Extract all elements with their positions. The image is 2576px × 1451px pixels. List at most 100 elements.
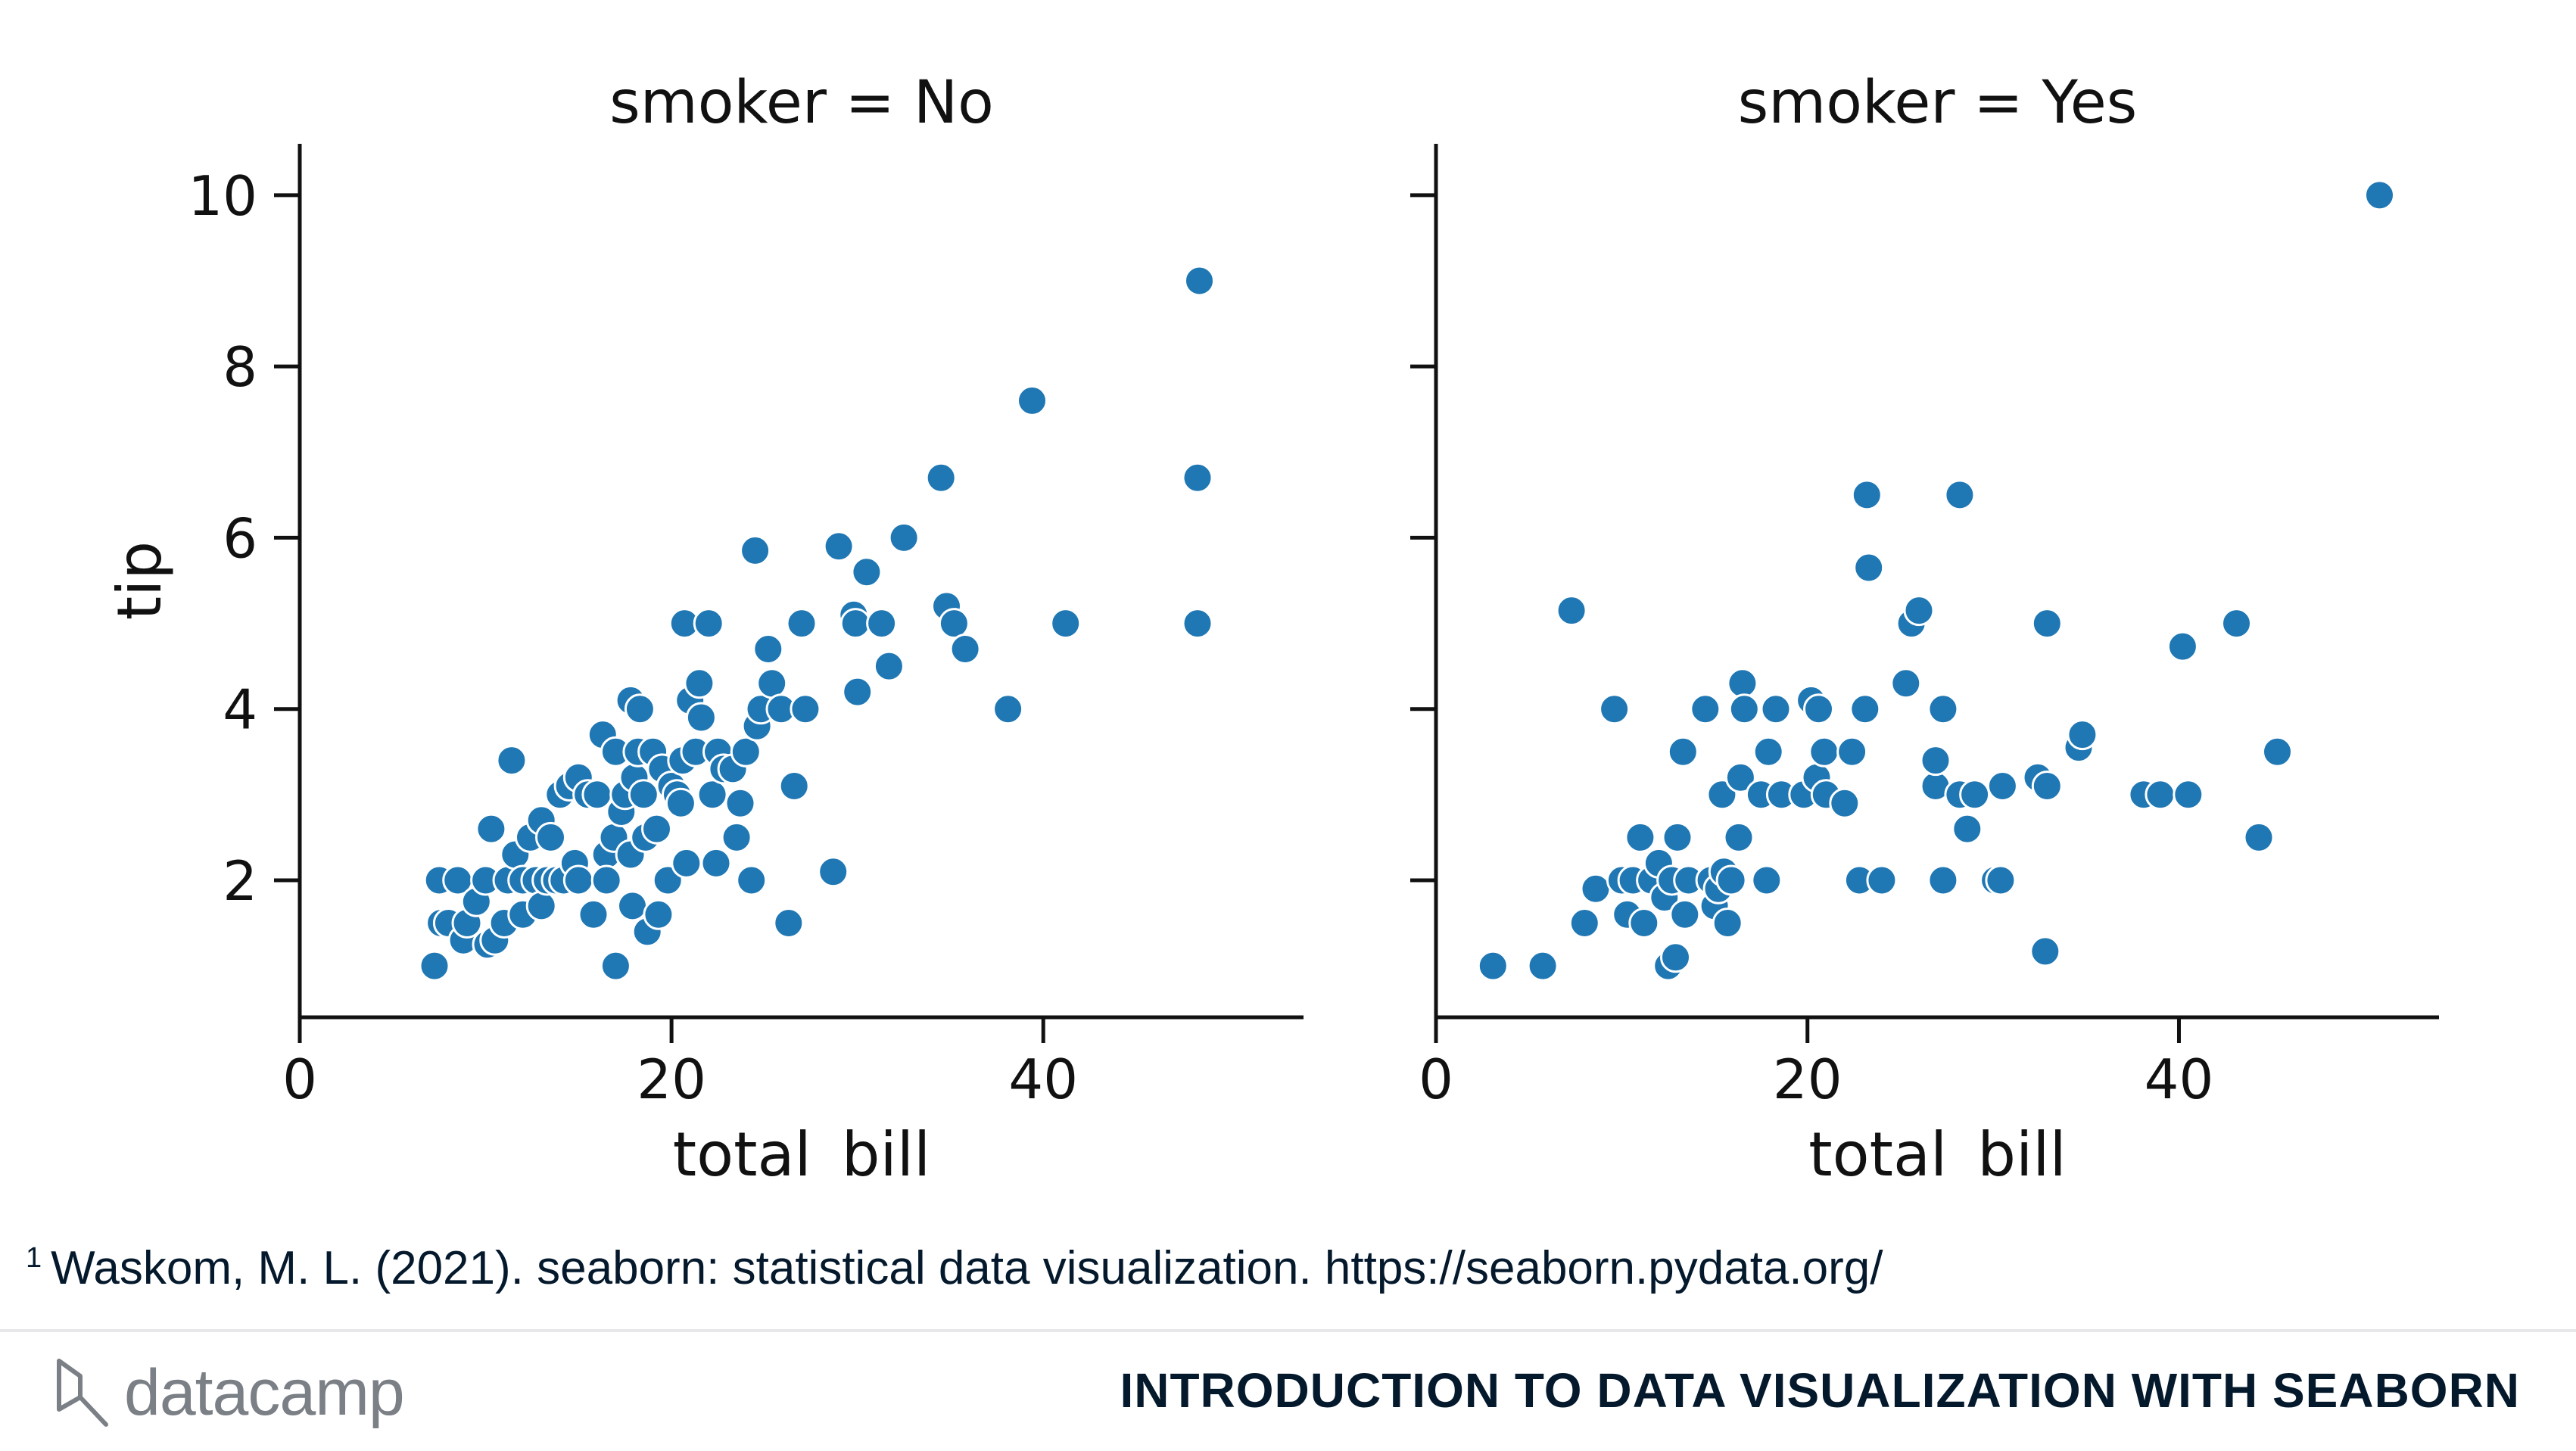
data-point (823, 531, 855, 562)
y-tick-label: 4 (223, 678, 257, 742)
data-point (600, 950, 631, 982)
data-point (2029, 936, 2061, 967)
data-point (696, 779, 728, 811)
data-point (888, 522, 920, 553)
x-axis-label: total_bill (1808, 1119, 2066, 1181)
data-point (1985, 864, 2017, 896)
data-point (842, 676, 874, 708)
data-point (2221, 608, 2252, 640)
data-point (736, 864, 768, 896)
data-point (1477, 950, 1509, 982)
data-point (1849, 693, 1881, 725)
data-point (2173, 779, 2204, 811)
data-point (786, 608, 818, 640)
data-point (562, 864, 594, 896)
data-point (643, 898, 674, 930)
data-point (740, 534, 771, 566)
data-point (1944, 479, 1976, 511)
datacamp-logo-icon (57, 1359, 108, 1427)
footnote-marker: 1 (26, 1242, 42, 1274)
data-point (1628, 908, 1660, 939)
data-point (475, 813, 507, 845)
y-tick-label: 2 (223, 849, 257, 913)
data-point (1624, 821, 1656, 853)
data-point (628, 779, 659, 811)
x-tick-label: 0 (1419, 1048, 1453, 1111)
data-point (2031, 771, 2063, 802)
data-point (1751, 864, 1783, 896)
data-point (1599, 693, 1631, 725)
panel-smoker-no: smoker = No 0 20 40 2 4 6 8 10 total_bill tip (104, 69, 1304, 1181)
data-point (1667, 736, 1699, 768)
x-tick-label: 20 (1773, 1048, 1842, 1111)
panel-smoker-yes: smoker = Yes 0 20 40 total_bill (1410, 69, 2439, 1181)
data-point (730, 736, 762, 768)
data-point (818, 856, 849, 888)
data-point (1959, 779, 1991, 811)
data-point (1723, 821, 1755, 853)
data-point (1712, 908, 1743, 939)
course-title: INTRODUCTION TO DATA VISUALIZATION WITH … (1120, 1363, 2520, 1418)
data-point (2067, 719, 2098, 751)
data-point (1951, 813, 1983, 845)
data-point (2166, 631, 2198, 662)
datacamp-logo[interactable]: datacamp (53, 1355, 405, 1431)
y-tick-label: 8 (223, 335, 257, 399)
logo-text: datacamp (124, 1356, 405, 1429)
data-point (1580, 873, 1612, 905)
data-point (2364, 179, 2395, 211)
panel-title: smoker = No (609, 69, 994, 137)
data-point (685, 702, 717, 733)
data-point (866, 608, 898, 640)
data-point (773, 908, 805, 939)
data-point (2145, 779, 2176, 811)
data-point (1184, 265, 1215, 297)
data-point (578, 898, 609, 930)
data-point (1836, 736, 1868, 768)
data-point (1760, 693, 1792, 725)
data-point (925, 462, 957, 494)
data-point (700, 847, 732, 879)
data-point (590, 864, 622, 896)
data-point (1017, 385, 1048, 416)
x-axis-label: total_bill (673, 1119, 930, 1181)
data-point (851, 556, 883, 588)
data-point (2262, 736, 2293, 768)
y-tick-label: 6 (223, 506, 257, 570)
data-point (756, 668, 788, 699)
data-point (1690, 693, 1721, 725)
x-tick-label: 20 (637, 1048, 706, 1111)
data-point (724, 787, 756, 819)
data-point (617, 890, 648, 922)
footer-divider (0, 1329, 2576, 1332)
data-point (1890, 668, 1922, 699)
data-point (778, 771, 810, 802)
data-point (1527, 950, 1559, 982)
data-point (535, 821, 566, 853)
data-point (790, 693, 821, 725)
data-point (641, 813, 672, 845)
data-point (1660, 942, 1691, 973)
data-point (1866, 864, 1898, 896)
x-tick-label: 40 (2145, 1048, 2214, 1111)
y-tick-label: 10 (188, 164, 257, 228)
data-point (1803, 693, 1834, 725)
data-point (1556, 595, 1587, 627)
data-point (938, 608, 970, 640)
footnote: 1 Waskom, M. L. (2021). seaborn: statisti… (26, 1241, 1883, 1295)
data-point (2243, 821, 2275, 853)
data-point (949, 634, 981, 665)
data-point (1927, 693, 1959, 725)
data-point (693, 608, 724, 640)
data-point (1829, 787, 1861, 819)
x-tick-label: 0 (282, 1048, 317, 1111)
data-point (1727, 668, 1758, 699)
data-point (1808, 736, 1840, 768)
scatter-chart: smoker = No 0 20 40 2 4 6 8 10 total_bill tip smok… (104, 69, 2439, 1181)
data-point (1050, 608, 1082, 640)
data-point (1851, 479, 1883, 511)
data-point (2031, 608, 2063, 640)
data-point (1920, 745, 1951, 777)
data-point (525, 890, 557, 922)
data-point (1669, 898, 1701, 930)
